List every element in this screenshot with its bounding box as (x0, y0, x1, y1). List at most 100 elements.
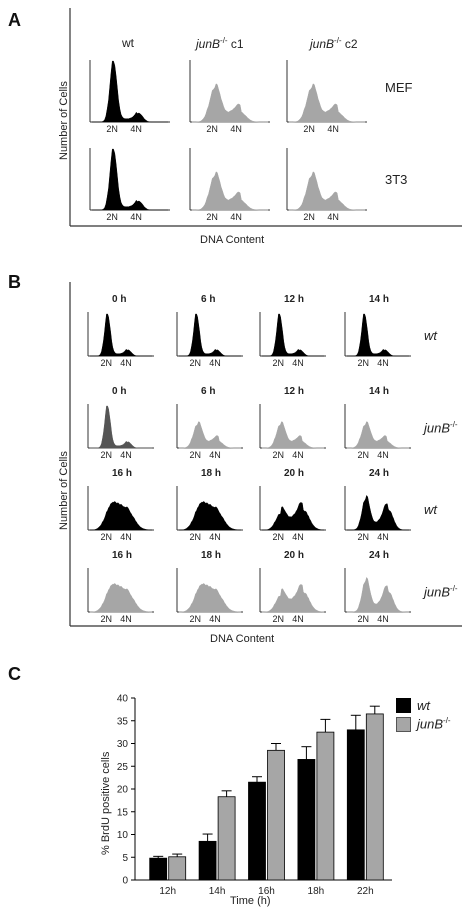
bar-wt-12h (149, 857, 168, 881)
panel-b-hist-r1-c2-4n-label: 4N (292, 450, 304, 460)
panel-b-time-label: 20 h (284, 468, 305, 479)
chart-y-tick-label: 5 (122, 853, 128, 864)
panel-a-hist-r1-c2-profile (289, 171, 365, 211)
panel-a-col-wt: wt (122, 36, 134, 50)
panel-b-hist-r3-c3-2n-label: 2N (357, 614, 369, 624)
panel-b-time-label: 24 h (369, 550, 390, 561)
chart-y-tick-label: 20 (117, 785, 129, 796)
panel-a-hist-r1-c1-2n-label: 2N (206, 212, 218, 222)
panel-b-hist-r0-c3-2n-label: 2N (357, 358, 369, 368)
panel-a-hist-r0-c0-4n-label: 4N (130, 124, 142, 134)
panel-b-hist-r3-c0-4n-label: 4N (120, 614, 132, 624)
panel-a-col-junb-c2: junB-/- c2 (310, 36, 358, 51)
panel-b-time-label: 6 h (201, 386, 216, 397)
panel-b-hist-r0-c3-profile (347, 313, 409, 357)
panel-b-genotype-label: wt (424, 328, 437, 343)
panel-b-hist-r0-c0-4n-label: 4N (120, 358, 132, 368)
chart-x-tick-label: 14h (209, 886, 226, 897)
panel-b-x-axis-label: DNA Content (210, 633, 275, 645)
panel-a-hist-r0-c1-2n-label: 2N (206, 124, 218, 134)
panel-a-hist-r0-c0-2n-label: 2N (106, 124, 118, 134)
bar-wt-18h (297, 759, 316, 881)
chart-y-tick-label: 10 (117, 830, 129, 841)
panel-b-hist-r1-c0-4n-label: 4N (120, 450, 132, 460)
panel-a-hist-r1-c2-4n-label: 4N (327, 212, 339, 222)
panel-b-hist-r0-c1-2n-label: 2N (189, 358, 201, 368)
panel-b-time-label: 18 h (201, 468, 222, 479)
panel-a-hist-r0-c0-profile (92, 60, 168, 123)
panel-b-hist-r3-c2-2n-label: 2N (272, 614, 284, 624)
panel-b-hist-r3-c0-profile (90, 583, 153, 613)
panel-b-genotype-label: junB-/- (424, 584, 458, 600)
legend-swatch-junb (396, 716, 411, 732)
panel-b-figure: 2N 4N 2N 4N 2N 4N 2N 4N 2N 4N 2N 4N 2N 4N 2N 4N 2N 4N 2N 4N… (69, 282, 462, 627)
panel-b-hist-r1-c2-profile (262, 421, 324, 449)
panel-a-hist-r0-c2-4n-label: 4N (327, 124, 339, 134)
panel-b-hist-r3-c2-4n-label: 4N (292, 614, 304, 624)
bar-junb-18h (316, 731, 335, 881)
chart-y-axis-label: % BrdU positive cells (100, 751, 112, 855)
panel-a-hist-r1-c2-2n-label: 2N (303, 212, 315, 222)
panel-a-hist-r1-c1-4n-label: 4N (230, 212, 242, 222)
panel-b-genotype-label: wt (424, 502, 437, 517)
panel-a-hist-r1-c1-profile (192, 171, 268, 211)
panel-a-hist-r0-c2-2n-label: 2N (303, 124, 315, 134)
panel-b-hist-r2-c1-profile (179, 501, 242, 531)
panel-b-hist-r0-c1-profile (179, 313, 241, 357)
chart-y-tick-label: 40 (117, 694, 129, 705)
chart-x-tick-label: 22h (357, 886, 374, 897)
chart-y-tick-label: 25 (117, 762, 129, 773)
chart-x-tick-label: 16h (258, 886, 275, 897)
panel-c-letter: C (8, 664, 21, 684)
legend-item-wt: wt (396, 697, 451, 713)
chart-y-tick-label: 15 (117, 807, 129, 818)
panel-b-hist-r3-c3-4n-label: 4N (377, 614, 389, 624)
panel-b-genotype-label: junB-/- (424, 420, 458, 436)
panel-b-hist-r1-c3-4n-label: 4N (377, 450, 389, 460)
panel-b-hist-r1-c1-profile (179, 421, 241, 449)
chart-y-tick-label: 35 (117, 716, 129, 727)
bar-wt-14h (198, 840, 217, 881)
panel-a-col-junb-c1: junB-/- c1 (196, 36, 244, 51)
chart-x-tick-label: 18h (308, 886, 325, 897)
panel-b-hist-r3-c1-profile (179, 583, 242, 613)
panel-b-hist-r2-c0-4n-label: 4N (120, 532, 132, 542)
legend: wt junB-/- (396, 697, 451, 733)
panel-b-hist-r0-c0-profile (90, 313, 152, 357)
legend-label-wt: wt (417, 697, 430, 713)
bar-junb-14h (217, 796, 236, 881)
panel-a-figure: 2N 4N 2N 4N 2N 4N 2N 4N 2N 4N 2N 4N (69, 8, 462, 227)
panel-b-hist-r1-c1-2n-label: 2N (189, 450, 201, 460)
panel-b-time-label: 20 h (284, 550, 305, 561)
panel-b-hist-r2-c3-2n-label: 2N (357, 532, 369, 542)
panel-b-time-label: 0 h (112, 386, 127, 397)
panel-b-time-label: 16 h (112, 468, 133, 479)
panel-b-hist-r0-c2-profile (262, 313, 324, 357)
panel-b-hist-r1-c3-profile (347, 421, 409, 449)
panel-b-hist-r3-c3-profile (347, 576, 409, 613)
panel-a-hist-r0-c1-profile (192, 83, 268, 123)
panel-b-hist-r0-c0-2n-label: 2N (100, 358, 112, 368)
panel-b-hist-r2-c2-4n-label: 4N (292, 532, 304, 542)
bar-junb-16h (267, 749, 285, 881)
panel-b-hist-r3-c0-2n-label: 2N (100, 614, 112, 624)
panel-b-hist-r2-c1-4n-label: 4N (209, 532, 221, 542)
panel-b-hist-r1-c0-profile (90, 405, 152, 449)
legend-swatch-wt (396, 697, 411, 713)
panel-b-hist-r0-c3-4n-label: 4N (377, 358, 389, 368)
panel-a-row-3t3: 3T3 (385, 172, 408, 187)
panel-b-hist-r3-c2-profile (262, 584, 325, 613)
panel-a-hist-r1-c0-2n-label: 2N (106, 212, 118, 222)
panel-b-hist-r0-c1-4n-label: 4N (209, 358, 221, 368)
panel-a-x-axis-label: DNA Content (200, 234, 265, 246)
panel-a-letter: A (8, 10, 21, 30)
panel-b-hist-r1-c2-2n-label: 2N (272, 450, 284, 460)
panel-b-hist-r2-c1-2n-label: 2N (189, 532, 201, 542)
legend-label-junb: junB-/- (417, 716, 451, 732)
panel-a-hist-r0-c1-4n-label: 4N (230, 124, 242, 134)
panel-b-time-label: 6 h (201, 294, 216, 305)
panel-b-hist-r3-c1-4n-label: 4N (209, 614, 221, 624)
panel-b-hist-r2-c3-profile (347, 494, 409, 531)
chart-x-axis-label: Time (h) (230, 895, 271, 907)
